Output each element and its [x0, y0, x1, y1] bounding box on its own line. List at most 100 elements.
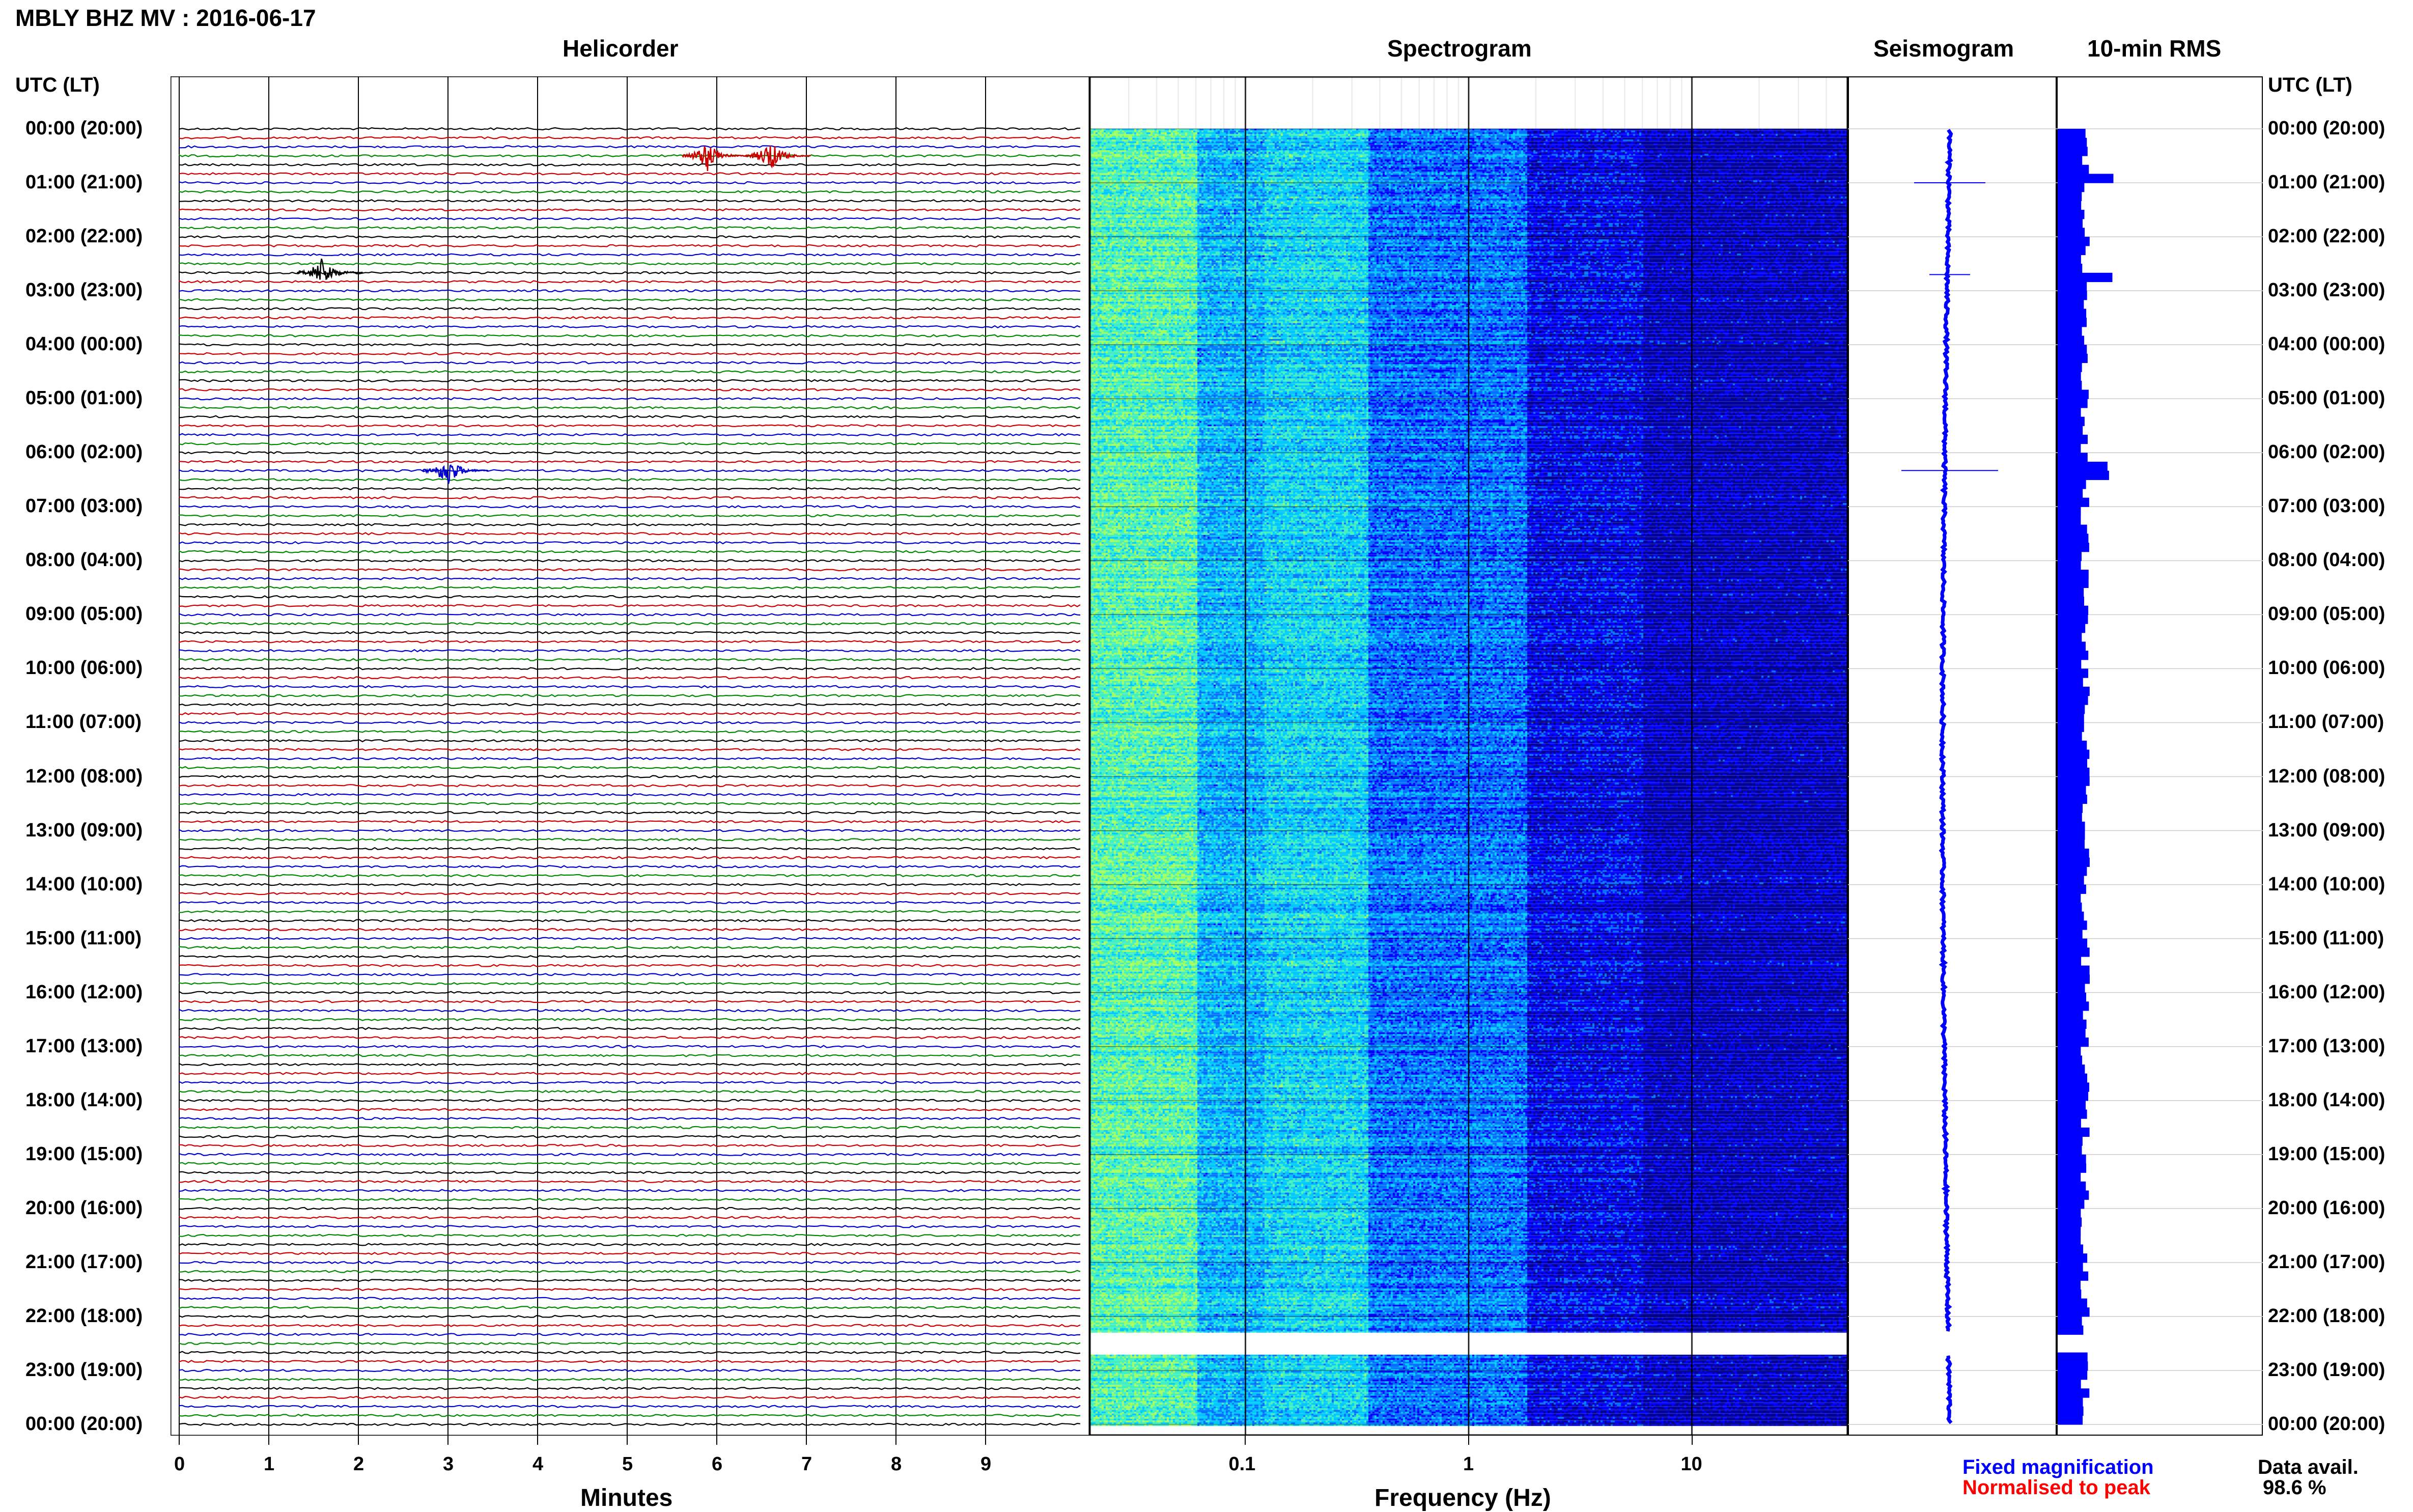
hour-label-right: 08:00 (04:00): [2268, 549, 2386, 571]
rms-bar: [2058, 641, 2086, 651]
rms-bar: [2058, 984, 2085, 993]
helicorder-trace: [178, 604, 1081, 607]
minute-tick-mark: [268, 1436, 269, 1445]
helicorder-event: [296, 258, 363, 281]
helicorder-trace: [178, 892, 1081, 895]
rms-bar: [2058, 902, 2082, 912]
helicorder-trace: [178, 262, 1081, 266]
rms-bar: [2058, 1163, 2087, 1173]
time-axis-header-left: UTC (LT): [15, 74, 100, 96]
helicorder-event: [682, 145, 748, 171]
rms-bar: [2058, 651, 2089, 660]
hour-label-right: 20:00 (16:00): [2268, 1197, 2386, 1219]
rms-bar: [2058, 938, 2088, 948]
helicorder-trace: [178, 748, 1081, 751]
helicorder-trace: [178, 541, 1081, 545]
helicorder-trace: [178, 1387, 1081, 1390]
hour-label-left: 08:00 (04:00): [25, 549, 143, 571]
helicorder-trace: [178, 505, 1081, 509]
hour-label-left: 18:00 (14:00): [25, 1089, 143, 1111]
helicorder-trace: [178, 649, 1081, 653]
rms-bar: [2058, 210, 2085, 219]
hour-label-left: 09:00 (05:00): [25, 603, 143, 625]
rms-bar: [2058, 461, 2108, 471]
frequency-axis-label: Frequency (Hz): [1374, 1485, 1551, 1511]
hour-label-right: 10:00 (06:00): [2268, 657, 2386, 679]
rms-bar: [2058, 1181, 2086, 1191]
rms-bar: [2058, 156, 2083, 165]
helicorder-trace: [178, 487, 1081, 491]
helicorder-trace: [178, 828, 1081, 832]
hour-label-right: 04:00 (00:00): [2268, 333, 2386, 355]
helicorder-trace: [178, 1261, 1081, 1265]
hour-label-left: 14:00 (10:00): [25, 873, 143, 895]
rms-bar: [2058, 534, 2089, 543]
helicorder-trace: [178, 478, 1081, 482]
rms-bar: [2058, 1136, 2083, 1146]
helicorder-trace: [178, 343, 1081, 347]
helicorder-trace: [178, 883, 1081, 886]
rms-bar: [2058, 470, 2109, 480]
rms-bar: [2058, 1379, 2081, 1389]
helicorder-trace: [178, 1324, 1081, 1327]
helicorder-trace: [178, 388, 1081, 391]
rms-bar: [2058, 992, 2086, 1002]
rms-bar: [2058, 1253, 2088, 1263]
rms-bar: [2058, 1415, 2083, 1425]
rms-bar: [2058, 426, 2083, 435]
rms-bar: [2058, 218, 2083, 228]
rms-bar: [2058, 830, 2085, 840]
helicorder-trace: [178, 1170, 1081, 1174]
hour-label-left: 15:00 (11:00): [25, 927, 142, 949]
rms-bar: [2058, 659, 2082, 669]
rms-bar: [2058, 1172, 2081, 1182]
rms-bar: [2058, 237, 2090, 246]
rms-bar: [2058, 191, 2082, 201]
helicorder-trace: [178, 523, 1081, 526]
spectrogram-panel-title: Spectrogram: [1387, 35, 1532, 62]
rms-bar: [2058, 732, 2082, 741]
frequency-tick-mark: [1245, 1436, 1246, 1445]
helicorder-trace: [178, 721, 1081, 724]
rms-bar: [2058, 1127, 2090, 1137]
rms-bar: [2058, 668, 2088, 678]
helicorder-trace: [178, 334, 1081, 338]
hour-label-right: 00:00 (20:00): [2268, 1413, 2386, 1435]
helicorder-trace: [178, 325, 1081, 329]
rms-bar: [2058, 624, 2086, 633]
helicorder-trace: [178, 676, 1081, 680]
hour-label-right: 07:00 (03:00): [2268, 495, 2386, 517]
rms-bar: [2058, 272, 2113, 283]
helicorder-trace: [178, 163, 1081, 166]
rms-bar: [2058, 174, 2114, 183]
minute-tick-label: 3: [443, 1453, 454, 1475]
rms-bar: [2058, 957, 2082, 966]
minute-tick-mark: [179, 1436, 180, 1445]
rms-bar: [2058, 597, 2084, 606]
rms-bar: [2058, 137, 2087, 147]
helicorder-event: [422, 464, 488, 484]
rms-bar: [2058, 488, 2083, 498]
rms-bar: [2058, 1073, 2087, 1083]
rms-bar: [2058, 264, 2083, 273]
rms-bar: [2058, 543, 2089, 552]
minute-tick-mark: [447, 1436, 448, 1445]
frequency-tick-mark: [1468, 1436, 1469, 1445]
rms-bar: [2058, 362, 2082, 372]
rms-bar: [2058, 291, 2087, 300]
helicorder-trace: [178, 181, 1081, 185]
helicorder-trace: [178, 226, 1081, 230]
hour-label-left: 04:00 (00:00): [25, 333, 143, 355]
rms-bar: [2058, 947, 2090, 957]
minute-tick-label: 7: [801, 1453, 812, 1475]
hour-label-right: 18:00 (14:00): [2268, 1089, 2386, 1111]
rms-bar: [2058, 875, 2084, 885]
rms-bar: [2058, 1226, 2081, 1236]
hour-label-left: 11:00 (07:00): [25, 711, 142, 733]
hour-label-right: 03:00 (23:00): [2268, 279, 2386, 301]
helicorder-trace: [178, 955, 1081, 959]
minute-tick-mark: [537, 1436, 538, 1445]
minute-tick-label: 0: [174, 1453, 185, 1475]
helicorder-trace: [178, 694, 1081, 697]
rms-bar: [2058, 678, 2083, 687]
